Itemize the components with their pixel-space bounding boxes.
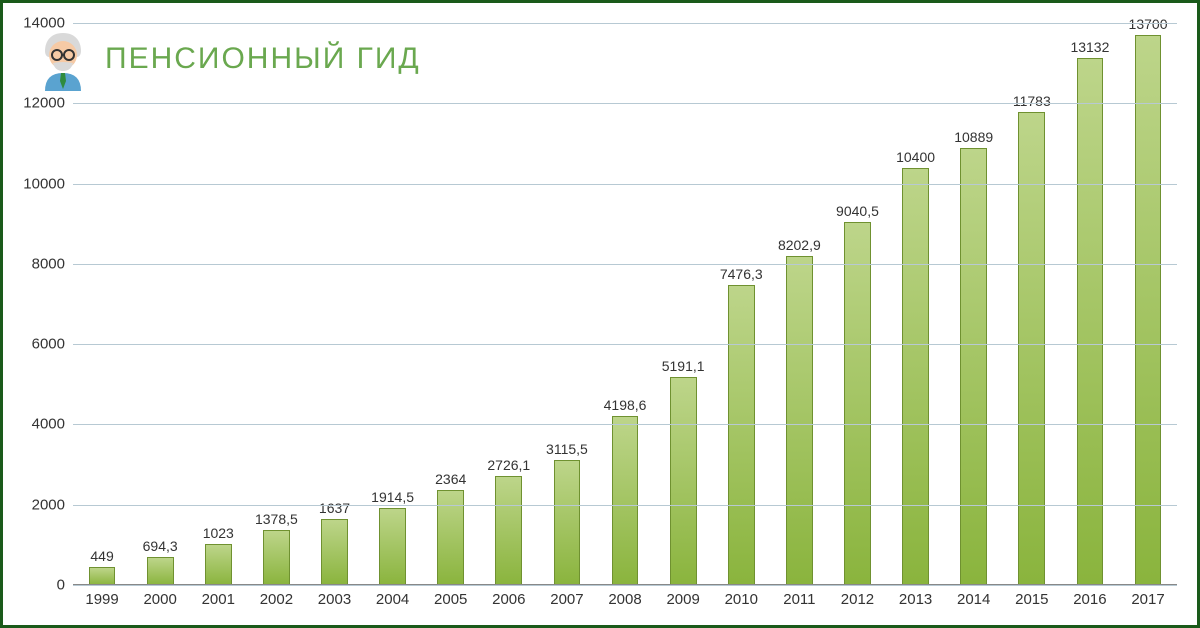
bar-slot: 16372003 [305, 23, 363, 585]
bar-value-label: 13700 [1129, 16, 1168, 36]
bar-slot: 108892014 [945, 23, 1003, 585]
bar: 13700 [1135, 35, 1162, 585]
bar-slot: 7476,32010 [712, 23, 770, 585]
y-tick-label: 10000 [23, 175, 73, 192]
y-tick-label: 4000 [32, 416, 73, 433]
bar: 694,3 [147, 557, 174, 585]
bar-slot: 5191,12009 [654, 23, 712, 585]
x-tick-label: 2002 [260, 585, 293, 608]
x-tick-label: 2012 [841, 585, 874, 608]
bar: 2726,1 [495, 476, 522, 585]
bar-value-label: 7476,3 [720, 266, 763, 286]
grid-line [73, 585, 1177, 586]
bar: 7476,3 [728, 285, 755, 585]
grid-line [73, 184, 1177, 185]
y-tick-label: 12000 [23, 95, 73, 112]
x-tick-label: 2003 [318, 585, 351, 608]
logo-text: ПЕНСИОННЫЙ ГИД [105, 42, 421, 76]
x-tick-label: 2007 [550, 585, 583, 608]
bar: 1914,5 [379, 508, 406, 585]
bar-slot: 2726,12006 [480, 23, 538, 585]
bar: 5191,1 [670, 377, 697, 585]
bar-value-label: 10889 [954, 129, 993, 149]
bar-value-label: 694,3 [143, 538, 178, 558]
bar: 1023 [205, 544, 232, 585]
bar-slot: 137002017 [1119, 23, 1177, 585]
bar-value-label: 2726,1 [487, 457, 530, 477]
bar-value-label: 10400 [896, 149, 935, 169]
y-tick-label: 6000 [32, 336, 73, 353]
bar: 10400 [902, 168, 929, 585]
bar-slot: 9040,52012 [828, 23, 886, 585]
chart-frame: 4491999694,32000102320011378,52002163720… [0, 0, 1200, 628]
x-tick-label: 2006 [492, 585, 525, 608]
bar-value-label: 1914,5 [371, 489, 414, 509]
bar-value-label: 4198,6 [604, 397, 647, 417]
bar-value-label: 1378,5 [255, 511, 298, 531]
bar-slot: 117832015 [1003, 23, 1061, 585]
y-tick-label: 0 [57, 577, 73, 594]
bar-slot: 4491999 [73, 23, 131, 585]
x-tick-label: 2004 [376, 585, 409, 608]
bars-container: 4491999694,32000102320011378,52002163720… [73, 23, 1177, 585]
x-tick-label: 2015 [1015, 585, 1048, 608]
bar-value-label: 9040,5 [836, 203, 879, 223]
bar-slot: 4198,62008 [596, 23, 654, 585]
bar-slot: 694,32000 [131, 23, 189, 585]
x-tick-label: 2008 [608, 585, 641, 608]
bar-slot: 10232001 [189, 23, 247, 585]
logo: ПЕНСИОННЫЙ ГИД [31, 27, 421, 91]
plot-region: 4491999694,32000102320011378,52002163720… [73, 23, 1177, 585]
bar-slot: 131322016 [1061, 23, 1119, 585]
grid-line [73, 505, 1177, 506]
bar: 8202,9 [786, 256, 813, 585]
bar: 1378,5 [263, 530, 290, 585]
x-tick-label: 2014 [957, 585, 990, 608]
bar-value-label: 13132 [1070, 39, 1109, 59]
y-tick-label: 8000 [32, 255, 73, 272]
pensioner-icon [31, 27, 95, 91]
x-tick-label: 2017 [1131, 585, 1164, 608]
bar-slot: 104002013 [887, 23, 945, 585]
bar: 1637 [321, 519, 348, 585]
bar-slot: 23642005 [422, 23, 480, 585]
grid-line [73, 23, 1177, 24]
bar-value-label: 2364 [435, 471, 466, 491]
bar-slot: 1378,52002 [247, 23, 305, 585]
x-tick-label: 2013 [899, 585, 932, 608]
x-tick-label: 2016 [1073, 585, 1106, 608]
x-tick-label: 2009 [666, 585, 699, 608]
bar-slot: 1914,52004 [364, 23, 422, 585]
x-tick-label: 2011 [783, 585, 815, 608]
bar-slot: 8202,92011 [770, 23, 828, 585]
x-tick-label: 2010 [725, 585, 758, 608]
grid-line [73, 344, 1177, 345]
x-tick-label: 1999 [85, 585, 118, 608]
bar-value-label: 449 [90, 548, 113, 568]
x-tick-label: 2005 [434, 585, 467, 608]
bar: 10889 [960, 148, 987, 585]
bar-slot: 3115,52007 [538, 23, 596, 585]
bar: 13132 [1077, 58, 1104, 585]
bar-value-label: 8202,9 [778, 237, 821, 257]
x-tick-label: 2001 [202, 585, 235, 608]
bar: 3115,5 [554, 460, 581, 585]
bar: 449 [89, 567, 116, 585]
bar-value-label: 1637 [319, 500, 350, 520]
bar: 9040,5 [844, 222, 871, 585]
y-tick-label: 2000 [32, 496, 73, 513]
grid-line [73, 103, 1177, 104]
bar: 4198,6 [612, 416, 639, 585]
x-tick-label: 2000 [143, 585, 176, 608]
grid-line [73, 424, 1177, 425]
bar-value-label: 1023 [203, 525, 234, 545]
bar-value-label: 3115,5 [546, 441, 588, 461]
grid-line [73, 264, 1177, 265]
bar-value-label: 5191,1 [662, 358, 705, 378]
chart-area: 4491999694,32000102320011378,52002163720… [73, 23, 1177, 585]
